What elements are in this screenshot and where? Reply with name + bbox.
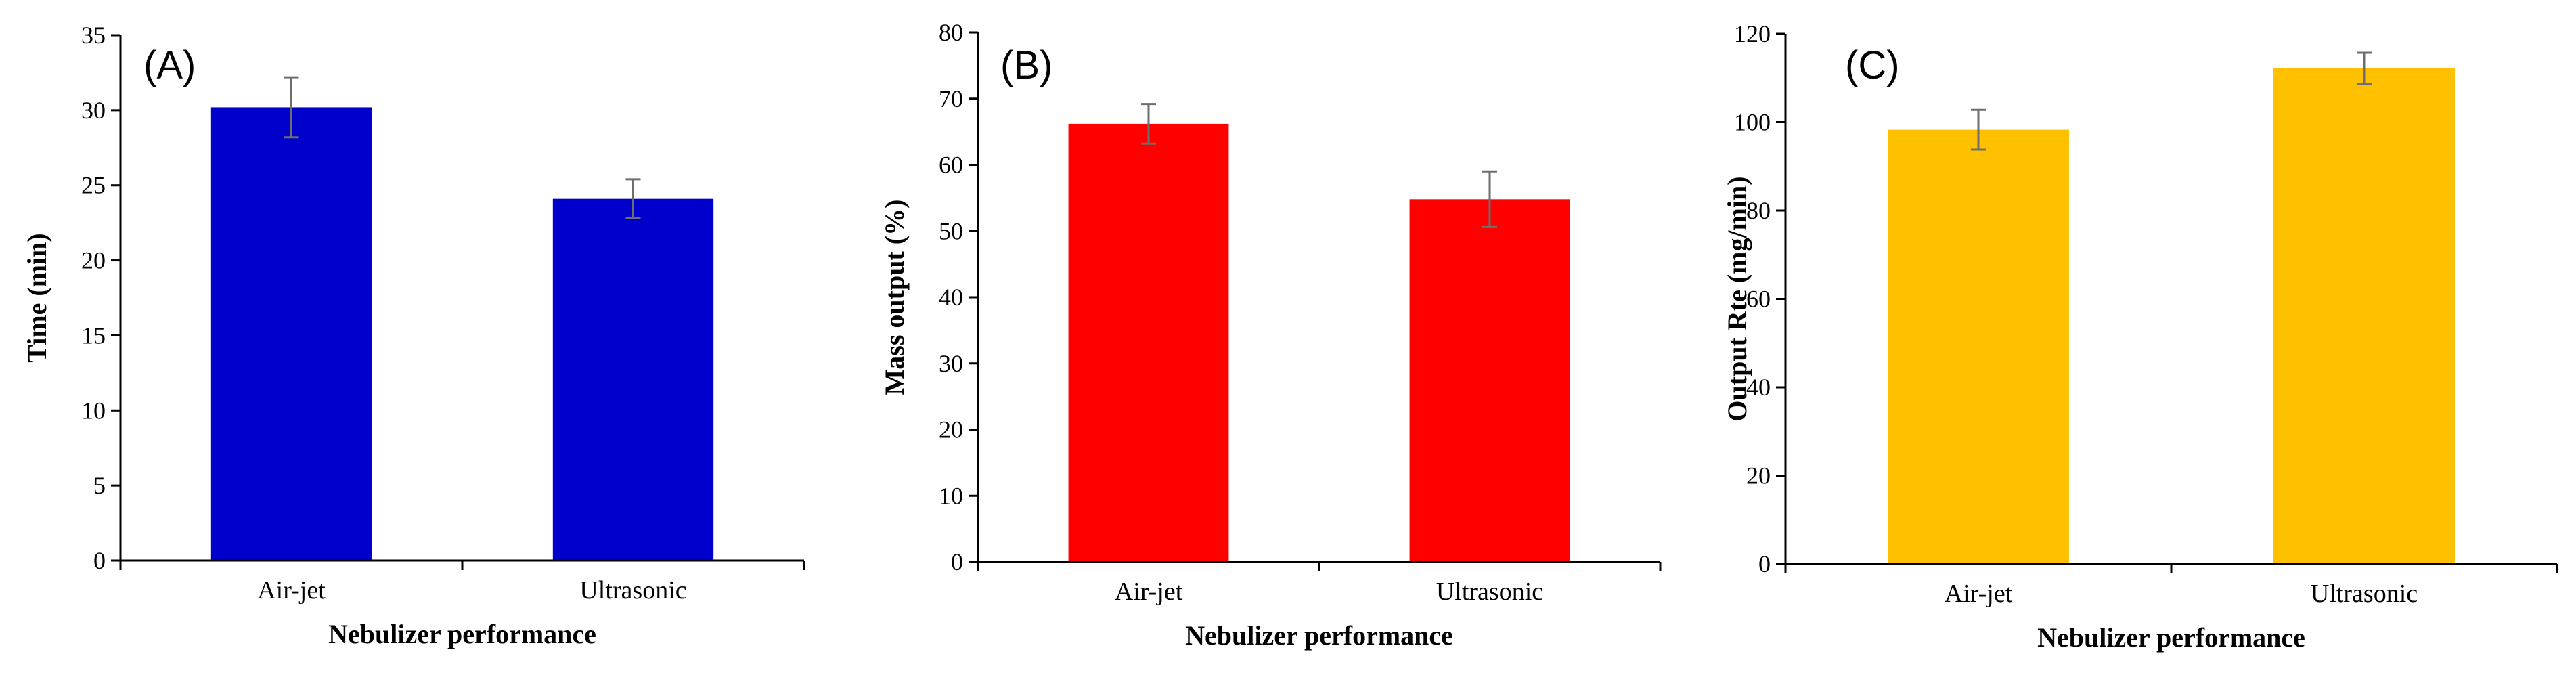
x-tick-label: Ultrasonic [579, 576, 686, 605]
x-tick-label: Air-jet [1115, 577, 1183, 606]
bar-air-jet [1888, 129, 2069, 564]
bar-ultrasonic [2273, 68, 2455, 564]
x-tick-label: Air-jet [1945, 580, 2013, 608]
y-tick-label: 60 [939, 152, 963, 179]
error-bar [625, 178, 641, 219]
y-tick-label: 30 [939, 350, 963, 377]
y-tick-label: 30 [81, 97, 106, 124]
y-tick-label: 0 [93, 547, 106, 574]
bar-air-jet [210, 107, 372, 561]
y-tick-label: 50 [939, 217, 963, 244]
x-axis-title: Nebulizer performance [328, 619, 596, 649]
y-tick-label: 20 [1746, 462, 1771, 489]
y-tick-label: 0 [1758, 550, 1771, 577]
error-bar [2357, 51, 2372, 85]
bar-ultrasonic [552, 198, 714, 561]
y-tick-label: 10 [939, 482, 963, 509]
y-tick-label: 80 [939, 19, 963, 46]
y-tick-label: 60 [1746, 286, 1771, 313]
y-tick-label: 100 [1734, 109, 1771, 136]
error-bar [1141, 103, 1156, 145]
x-tick-label: Air-jet [257, 576, 326, 605]
y-tick-label: 120 [1734, 20, 1771, 47]
y-tick-label: 70 [939, 85, 963, 112]
y-tick-label: 25 [81, 172, 106, 199]
y-tick-label: 0 [951, 548, 963, 575]
panel-a: 0 5 10 15 20 25 30 35 Air-jet Ultrasonic Nebulizer… [22, 22, 805, 649]
y-tick-label: 5 [93, 472, 106, 499]
panel-label: (B) [1000, 43, 1052, 87]
bar-ultrasonic [1409, 199, 1570, 563]
x-axis-title: Nebulizer performance [2037, 622, 2305, 653]
bar-air-jet [1068, 123, 1229, 562]
x-tick-label: Ultrasonic [1436, 577, 1543, 606]
panel-b: 0 10 20 30 40 50 60 70 80 Air-jet Ultrasonic Nebuli… [879, 19, 1662, 651]
y-tick-label: 10 [81, 397, 106, 424]
error-bar [284, 76, 299, 139]
y-tick-label: 15 [81, 322, 106, 349]
y-tick-label: 20 [81, 247, 106, 274]
y-tick-label: 40 [939, 284, 963, 311]
error-bar [1482, 170, 1497, 228]
y-tick-label: 80 [1746, 197, 1771, 224]
panel-label: (C) [1845, 43, 1900, 87]
panel-c: 0 20 40 60 80 100 120 Air-jet UltrasonicNebulize… [1722, 20, 2558, 653]
x-tick-label: Ultrasonic [2311, 580, 2418, 608]
y-tick-label: 40 [1746, 374, 1771, 401]
y-axis-title: Output Rte (mg/min) [1722, 176, 1752, 421]
y-axis-title: Time (min) [22, 233, 52, 362]
y-tick-label: 20 [939, 416, 963, 443]
y-axis-title: Mass output (%) [879, 200, 910, 395]
x-axis-title: Nebulizer performance [1185, 620, 1453, 651]
error-bar [1971, 108, 1986, 151]
y-tick-label: 35 [81, 22, 106, 49]
panel-label: (A) [143, 43, 196, 87]
